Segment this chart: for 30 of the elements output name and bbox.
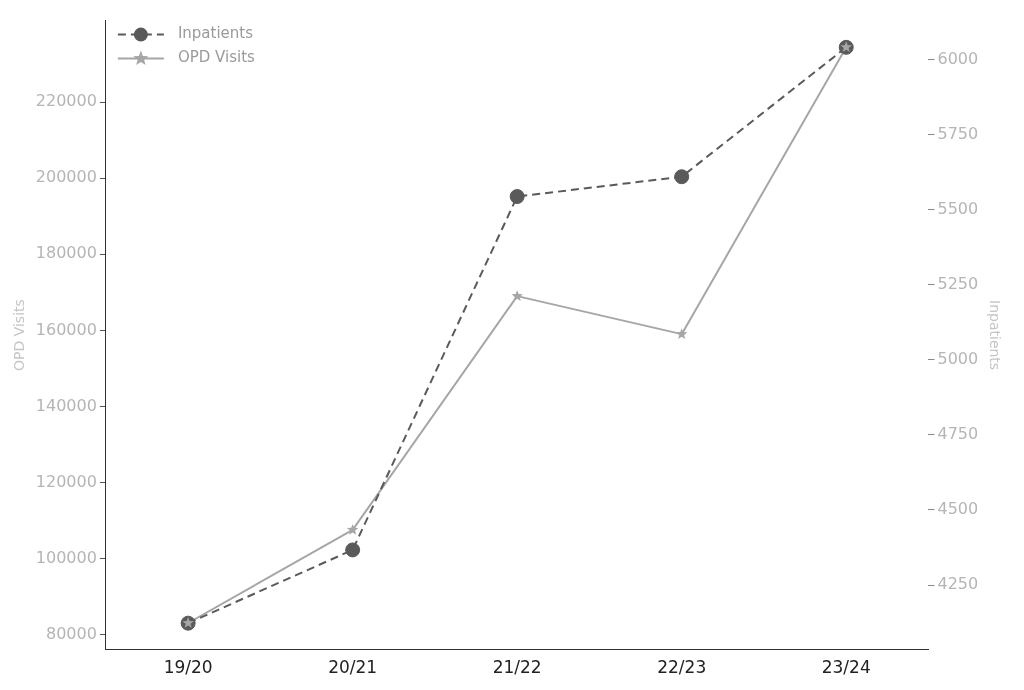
x-tick-label: 21/22	[492, 657, 542, 678]
legend-label: OPD Visits	[177, 48, 256, 67]
y-tick-label: 200000	[35, 167, 97, 187]
y2-tick-label: 6000	[937, 48, 979, 68]
y-axis-title: OPD Visits	[11, 299, 28, 372]
point	[674, 169, 690, 185]
x-tick-label: 23/24	[821, 657, 871, 678]
x-tick-label: 20/21	[328, 657, 378, 678]
point	[511, 290, 523, 301]
y-tick-label: 140000	[35, 395, 97, 415]
y2-tick-label: 5250	[937, 273, 979, 293]
y2-tick-label: 4250	[937, 574, 979, 594]
point	[345, 542, 361, 558]
y2-tick-label: 5000	[937, 349, 979, 369]
y-tick-label: 80000	[45, 623, 97, 643]
y2-tick-label: 4500	[937, 499, 979, 519]
legend-label: Inpatients	[177, 24, 254, 43]
x-tick-label: 19/20	[163, 657, 213, 678]
y-tick-label: 160000	[35, 319, 97, 339]
y-tick-label: 100000	[35, 547, 97, 567]
x-tick-label: 22/23	[657, 657, 707, 678]
point	[346, 523, 359, 535]
y2-tick-label: 5750	[937, 123, 979, 143]
y-tick-label: 180000	[35, 243, 97, 263]
y-tick-label: 120000	[35, 471, 97, 491]
point	[509, 189, 525, 205]
y2-axis-title: Inpatients	[986, 300, 1003, 371]
y2-tick-label: 5500	[937, 198, 979, 218]
y-tick-label: 220000	[35, 91, 97, 111]
y2-tick-label: 4750	[937, 424, 979, 444]
